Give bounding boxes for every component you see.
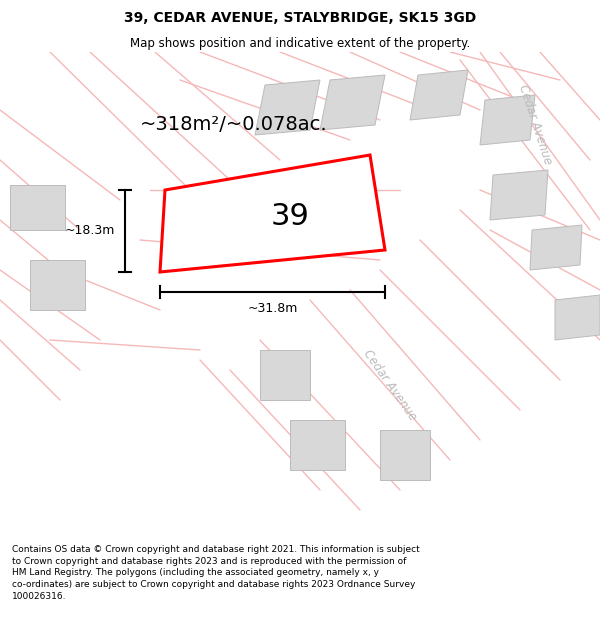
Text: 39, CEDAR AVENUE, STALYBRIDGE, SK15 3GD: 39, CEDAR AVENUE, STALYBRIDGE, SK15 3GD: [124, 11, 476, 26]
Polygon shape: [10, 185, 65, 230]
Polygon shape: [480, 95, 535, 145]
Polygon shape: [555, 295, 600, 340]
Polygon shape: [320, 75, 385, 130]
Polygon shape: [490, 170, 548, 220]
Text: Cedar Avenue: Cedar Avenue: [516, 83, 554, 167]
Polygon shape: [410, 70, 468, 120]
Polygon shape: [260, 350, 310, 400]
Polygon shape: [160, 155, 385, 272]
Polygon shape: [30, 260, 85, 310]
Polygon shape: [290, 420, 345, 470]
Polygon shape: [530, 225, 582, 270]
Text: Cedar Avenue: Cedar Avenue: [361, 347, 419, 423]
Text: ~18.3m: ~18.3m: [65, 224, 115, 238]
Polygon shape: [380, 430, 430, 480]
Text: ~318m²/~0.078ac.: ~318m²/~0.078ac.: [140, 116, 328, 134]
Text: 39: 39: [271, 202, 310, 231]
Polygon shape: [255, 80, 320, 135]
Text: ~31.8m: ~31.8m: [247, 302, 298, 315]
Text: Contains OS data © Crown copyright and database right 2021. This information is : Contains OS data © Crown copyright and d…: [12, 545, 420, 601]
Text: Map shows position and indicative extent of the property.: Map shows position and indicative extent…: [130, 38, 470, 51]
